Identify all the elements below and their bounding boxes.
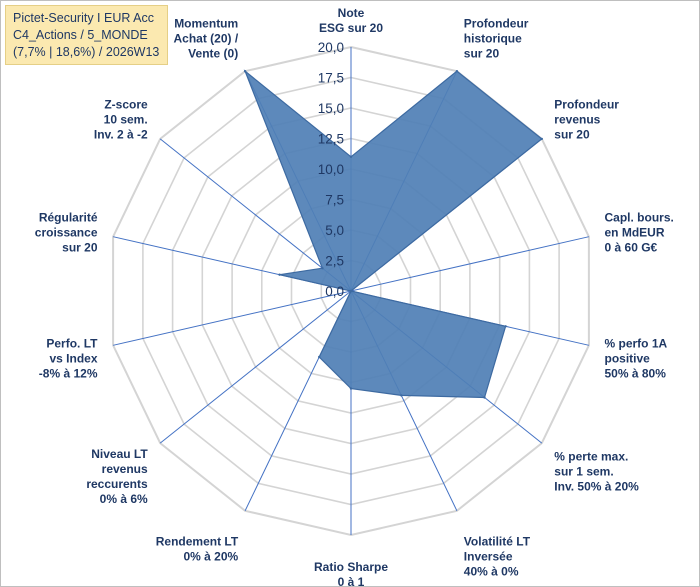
axis-category-label-line: 0 à 1 <box>338 575 365 587</box>
data-point <box>318 355 321 359</box>
axis-category-label-line: 10 sem. <box>104 112 148 126</box>
axis-category-label: Volatilité LT Inversée 40% à 0% <box>464 534 531 578</box>
data-point <box>321 267 324 270</box>
axis-category-label-line: revenus <box>554 112 600 126</box>
axis-category-label-line: Ratio Sharpe <box>314 560 388 574</box>
axis-category-label-line: Profondeur <box>554 97 619 111</box>
fund-header: Pictet-Security I EUR Acc C4_Actions / 5… <box>5 5 168 65</box>
data-point <box>349 155 353 158</box>
axis-category-label-line: -8% à 12% <box>39 366 98 380</box>
data-point <box>349 289 353 293</box>
axis-category-label-line: % perte max. <box>554 450 628 464</box>
axis-spoke <box>350 236 590 292</box>
axis-category-label-line: sur 20 <box>62 241 98 255</box>
axis-category-label-line: % perfo 1A <box>605 336 668 350</box>
axis-category-label-line: Perfo. LT <box>46 336 98 350</box>
radial-tick-label: 20,0 <box>318 40 344 55</box>
fund-stats: (7,7% | 18,6%) / 2026W13 <box>13 45 160 59</box>
axis-category-label: Z-score 10 sem. Inv. 2 à -2 <box>94 97 148 141</box>
axis-category-label-line: 0 à 60 G€ <box>605 241 658 255</box>
radial-tick-label: 17,5 <box>318 71 344 86</box>
radial-tick-label: 15,0 <box>318 101 344 116</box>
axis-category-label-line: en MdEUR <box>605 226 665 240</box>
radial-tick-label: 5,0 <box>325 223 344 238</box>
axis-category-label-line: Z-score <box>104 97 148 111</box>
axis-spoke <box>159 138 352 292</box>
axis-category-label-line: vs Index <box>49 351 97 365</box>
axis-category-label: % perte max. sur 1 sem. Inv. 50% à 20% <box>554 450 639 494</box>
radial-tick-label: 7,5 <box>325 193 344 208</box>
radial-tick-label: 12,5 <box>318 132 344 147</box>
axis-category-label-line: sur 1 sem. <box>554 465 613 479</box>
axis-category-label-line: Profondeur <box>464 17 529 31</box>
axis-category-label-line: Capl. bours. <box>605 211 674 225</box>
axis-category-label: Perfo. LT vs Index -8% à 12% <box>39 336 98 380</box>
radial-tick-label: 2,5 <box>325 254 344 269</box>
axis-category-label-line: historique <box>464 32 522 46</box>
axis-category-label-line: reccurents <box>86 477 148 491</box>
axis-category-label-line: Momentum <box>174 17 238 31</box>
axis-category-label-line: Rendement LT <box>156 534 239 548</box>
axis-category-label: Capl. bours. en MdEUR 0 à 60 G€ <box>605 211 674 255</box>
radial-tick-label: 10,0 <box>318 162 344 177</box>
data-point <box>483 396 486 399</box>
axis-category-label: % perfo 1A positive 50% à 80% <box>605 336 668 380</box>
axis-category-label-line: ESG sur 20 <box>319 21 383 35</box>
axis-category-label-line: Inv. 2 à -2 <box>94 127 148 141</box>
axis-category-label: Régularité croissance sur 20 <box>35 211 98 255</box>
axis-category-label-line: Achat (20) / <box>174 32 239 46</box>
axis-category-label-line: Inv. 50% à 20% <box>554 480 639 494</box>
data-point <box>400 394 403 397</box>
data-point <box>243 70 247 73</box>
fund-category: C4_Actions / 5_MONDE <box>13 28 148 42</box>
axis-category-label-line: croissance <box>35 226 98 240</box>
data-point <box>349 387 353 390</box>
axis-category-label-line: Inversée <box>464 549 513 563</box>
fund-name: Pictet-Security I EUR Acc <box>13 11 155 25</box>
axis-category-label: Ratio Sharpe 0 à 1 <box>314 560 388 587</box>
axis-category-label-line: Niveau LT <box>91 447 148 461</box>
data-point <box>540 137 543 141</box>
axis-spoke <box>112 290 352 346</box>
axis-category-label-line: revenus <box>102 462 148 476</box>
axis-category-label: Profondeur historique sur 20 <box>464 17 529 61</box>
axis-category-label-line: Volatilité LT <box>464 534 531 548</box>
axis-category-label-line: 0% à 20% <box>183 549 238 563</box>
axis-category-label-line: sur 20 <box>554 127 590 141</box>
axis-category-label-line: Note <box>338 6 365 20</box>
axis-category-label-line: 0% à 6% <box>100 492 148 506</box>
data-point <box>504 325 507 328</box>
axis-category-label: Momentum Achat (20) / Vente (0) <box>174 17 239 61</box>
axis-category-label-line: sur 20 <box>464 47 500 61</box>
axis-category-label: Note ESG sur 20 <box>319 6 383 35</box>
radial-tick-label: 0,0 <box>325 284 344 299</box>
axis-category-label-line: Vente (0) <box>188 47 238 61</box>
axis-spoke <box>159 290 352 444</box>
axis-category-label: Profondeur revenus sur 20 <box>554 97 619 141</box>
axis-category-label-line: positive <box>605 351 651 365</box>
data-point <box>455 70 459 73</box>
axis-category-label: Niveau LT revenus reccurents 0% à 6% <box>86 447 148 506</box>
axis-category-label-line: 40% à 0% <box>464 564 519 578</box>
axis-category-label-line: 50% à 80% <box>605 366 667 380</box>
axis-category-label: Rendement LT 0% à 20% <box>156 534 239 563</box>
data-point <box>278 273 281 276</box>
data-series-area <box>243 69 543 399</box>
axis-category-label-line: Régularité <box>39 211 98 225</box>
